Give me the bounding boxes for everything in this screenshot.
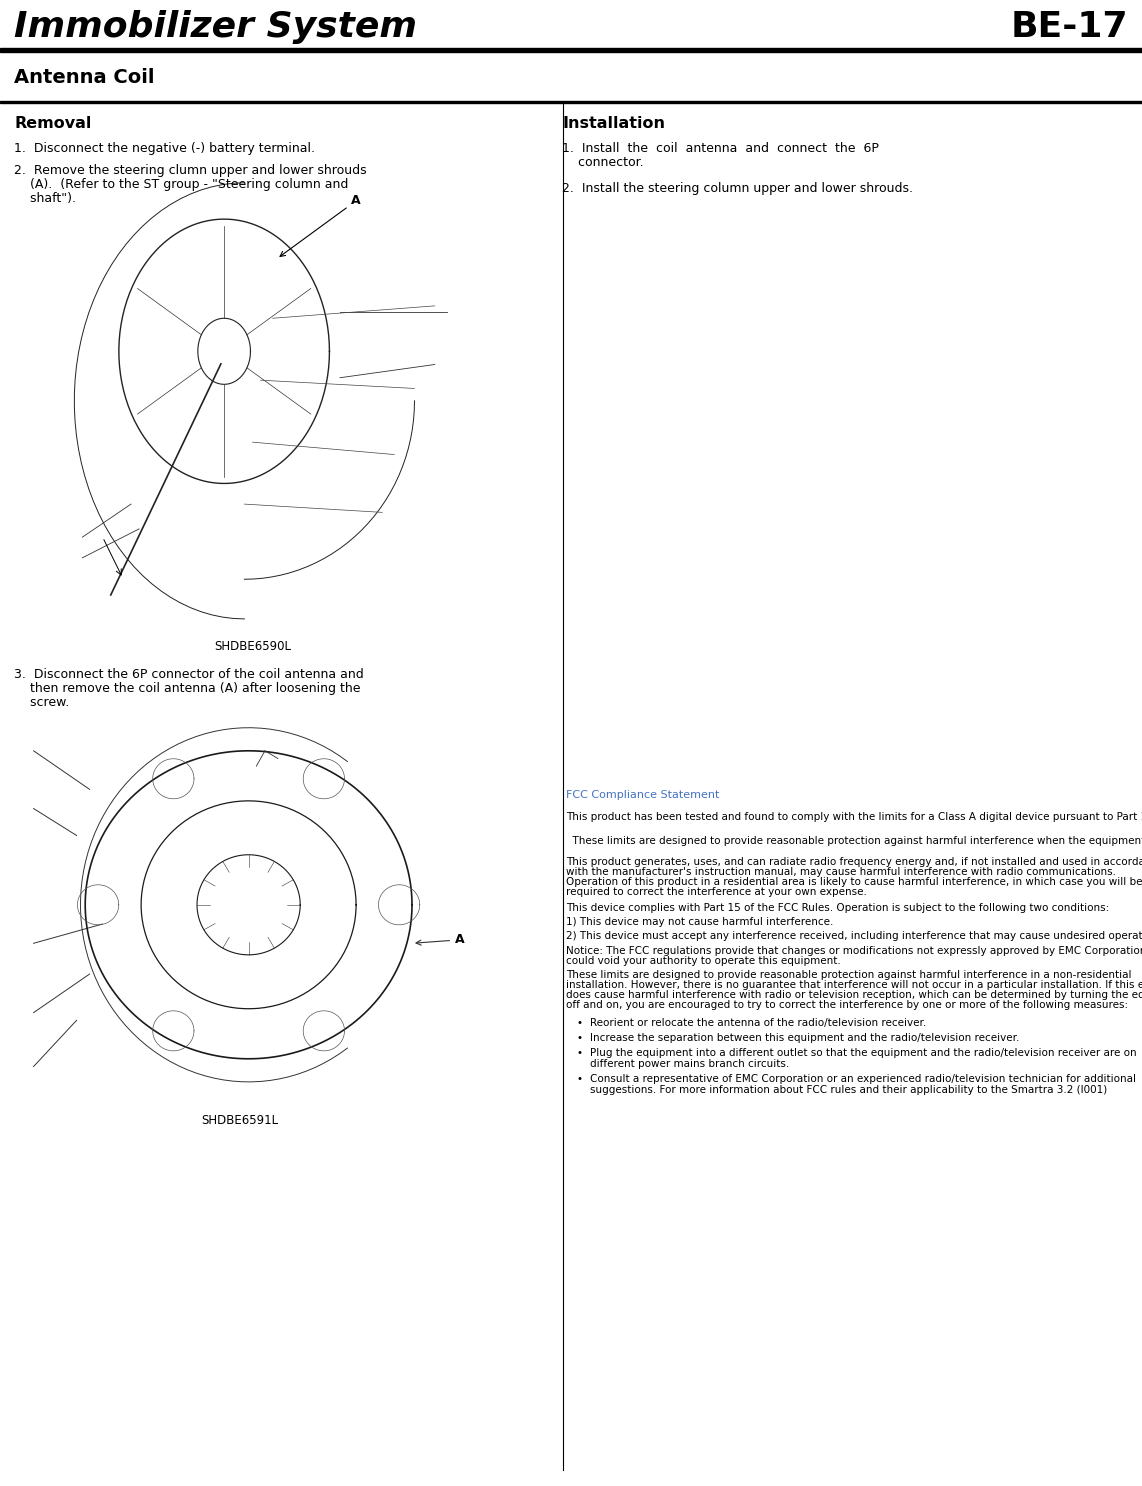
Text: 1.  Disconnect the negative (-) battery terminal.: 1. Disconnect the negative (-) battery t… xyxy=(14,143,315,155)
Text: These limits are designed to provide reasonable protection against harmful inter: These limits are designed to provide rea… xyxy=(566,970,1132,979)
Text: suggestions. For more information about FCC rules and their applicability to the: suggestions. For more information about … xyxy=(590,1085,1108,1095)
Bar xyxy=(0,48,1142,52)
Text: 2.  Remove the steering clumn upper and lower shrouds: 2. Remove the steering clumn upper and l… xyxy=(14,163,367,177)
Text: •: • xyxy=(576,1048,582,1058)
Bar xyxy=(0,101,1142,103)
Text: Operation of this product in a residential area is likely to cause harmful inter: Operation of this product in a residenti… xyxy=(566,877,1142,887)
Text: Removal: Removal xyxy=(14,116,91,131)
Text: installation. However, there is no guarantee that interference will not occur in: installation. However, there is no guara… xyxy=(566,979,1142,990)
Text: This device complies with Part 15 of the FCC Rules. Operation is subject to the : This device complies with Part 15 of the… xyxy=(566,903,1109,912)
Text: 1.  Install  the  coil  antenna  and  connect  the  6P: 1. Install the coil antenna and connect … xyxy=(562,143,879,155)
Text: Plug the equipment into a different outlet so that the equipment and the radio/t: Plug the equipment into a different outl… xyxy=(590,1048,1136,1058)
Text: Notice: The FCC regulations provide that changes or modifications not expressly : Notice: The FCC regulations provide that… xyxy=(566,947,1142,955)
Text: Reorient or relocate the antenna of the radio/television receiver.: Reorient or relocate the antenna of the … xyxy=(590,1018,926,1028)
Text: Immobilizer System: Immobilizer System xyxy=(14,10,417,45)
Text: 3.  Disconnect the 6P connector of the coil antenna and: 3. Disconnect the 6P connector of the co… xyxy=(14,669,364,681)
Text: screw.: screw. xyxy=(14,695,70,709)
Text: connector.: connector. xyxy=(562,156,644,169)
Text: SHDBE6591L: SHDBE6591L xyxy=(201,1114,279,1126)
Text: •: • xyxy=(576,1018,582,1028)
Text: FCC Compliance Statement: FCC Compliance Statement xyxy=(566,791,719,799)
Text: then remove the coil antenna (A) after loosening the: then remove the coil antenna (A) after l… xyxy=(14,682,361,695)
Text: shaft").: shaft"). xyxy=(14,192,77,205)
Text: off and on, you are encouraged to try to correct the interference by one or more: off and on, you are encouraged to try to… xyxy=(566,1000,1128,1010)
Text: could void your authority to operate this equipment.: could void your authority to operate thi… xyxy=(566,955,841,966)
Text: (A).  (Refer to the ST group - "Steering column and: (A). (Refer to the ST group - "Steering … xyxy=(14,178,348,192)
Text: A: A xyxy=(416,933,465,947)
Text: with the manufacturer's instruction manual, may cause harmful interference with : with the manufacturer's instruction manu… xyxy=(566,866,1116,877)
Text: BE-17: BE-17 xyxy=(1011,10,1128,45)
Text: SHDBE6590L: SHDBE6590L xyxy=(214,640,291,652)
Text: Antenna Coil: Antenna Coil xyxy=(14,68,154,88)
Text: 1) This device may not cause harmful interference.: 1) This device may not cause harmful int… xyxy=(566,917,834,927)
Text: This product generates, uses, and can radiate radio frequency energy and, if not: This product generates, uses, and can ra… xyxy=(566,857,1142,866)
Text: different power mains branch circuits.: different power mains branch circuits. xyxy=(590,1060,789,1068)
Text: •: • xyxy=(576,1074,582,1083)
Text: Installation: Installation xyxy=(562,116,665,131)
Text: 2) This device must accept any interference received, including interference tha: 2) This device must accept any interfere… xyxy=(566,932,1142,941)
Text: required to correct the interference at your own expense.: required to correct the interference at … xyxy=(566,887,867,898)
Text: Consult a representative of EMC Corporation or an experienced radio/television t: Consult a representative of EMC Corporat… xyxy=(590,1074,1136,1083)
Text: does cause harmful interference with radio or television reception, which can be: does cause harmful interference with rad… xyxy=(566,990,1142,1000)
Text: This product has been tested and found to comply with the limits for a Class A d: This product has been tested and found t… xyxy=(566,811,1142,822)
Text: •: • xyxy=(576,1033,582,1043)
Text: 2.  Install the steering column upper and lower shrouds.: 2. Install the steering column upper and… xyxy=(562,181,912,195)
Text: A: A xyxy=(280,195,361,257)
Text: Increase the separation between this equipment and the radio/television receiver: Increase the separation between this equ… xyxy=(590,1033,1020,1043)
Text: These limits are designed to provide reasonable protection against harmful inter: These limits are designed to provide rea… xyxy=(566,837,1142,846)
